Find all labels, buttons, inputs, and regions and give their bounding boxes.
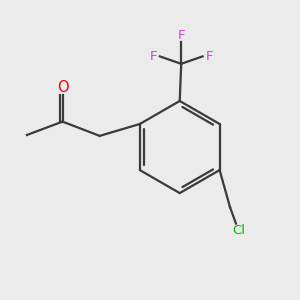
Text: Cl: Cl xyxy=(232,224,245,237)
Text: F: F xyxy=(149,50,157,63)
Text: F: F xyxy=(206,50,213,63)
Text: F: F xyxy=(178,29,185,42)
Text: O: O xyxy=(57,80,68,95)
